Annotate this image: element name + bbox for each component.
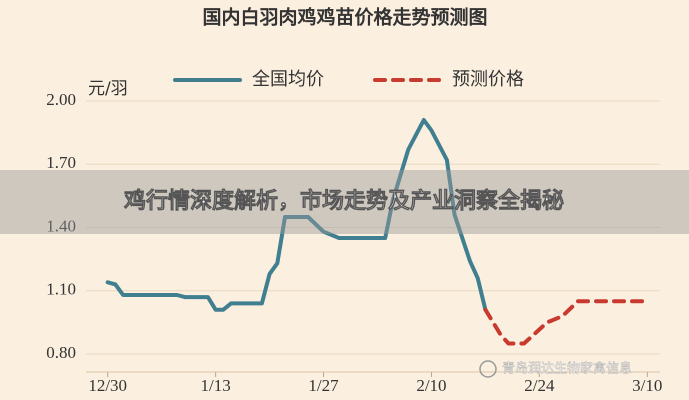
x-tick-label: 1/27 (308, 376, 339, 395)
plot: 0.80 1.10 1.40 1.70 2.00 12/30 1/13 1/27 2/10 2/2… (46, 69, 662, 395)
series-line (483, 299, 650, 346)
y-tick-label: 1.70 (46, 153, 76, 172)
x-tick-label: 12/30 (88, 376, 127, 395)
y-tick-label: 1.40 (46, 216, 76, 235)
x-tick-label: 2/10 (416, 376, 446, 395)
x-tick-label: 1/13 (201, 376, 231, 395)
y-tick-label: 1.10 (46, 280, 76, 299)
legend-label: 全国均价 (252, 69, 324, 90)
y-axis-label: 元/羽 (88, 79, 128, 99)
watermark-icon (479, 360, 497, 378)
chart-title: 国内白羽肉鸡鸡苗价格走势预测图 (202, 6, 487, 29)
overlay-text: 鸡行情深度解析，市场走势及产业洞察全揭秘 (123, 188, 564, 214)
y-tick-label: 2.00 (46, 90, 76, 109)
series-line (105, 118, 488, 312)
legend-label: 预测价格 (452, 69, 524, 90)
y-tick-label: 0.80 (46, 343, 76, 362)
x-tick-label: 3/10 (632, 376, 662, 395)
watermark: 青岛润达生物家禽信息 (502, 361, 632, 377)
overlay-band (0, 170, 689, 234)
x-tick-label: 2/24 (524, 376, 555, 395)
